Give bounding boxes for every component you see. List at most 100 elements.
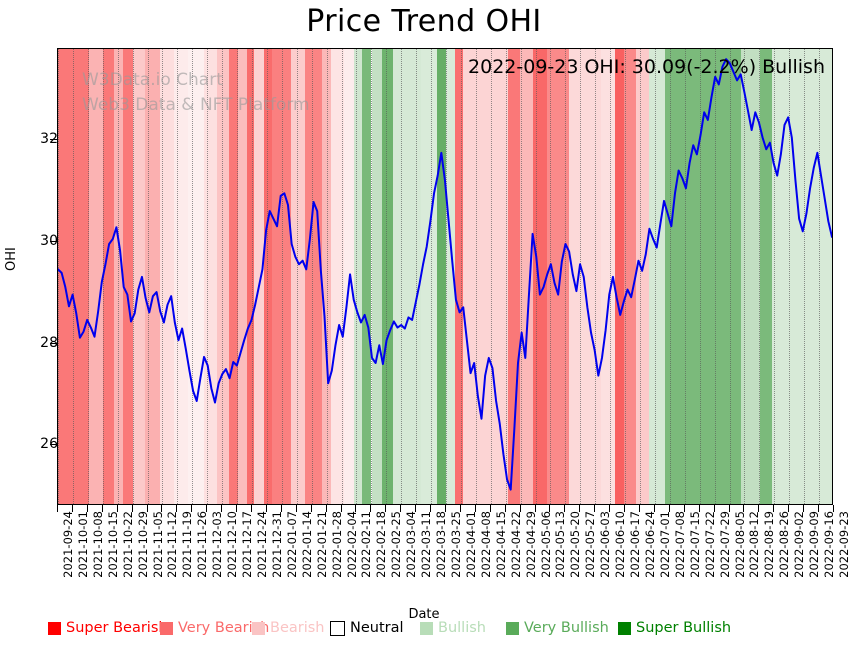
gridline bbox=[147, 49, 149, 504]
page-title: Price Trend OHI bbox=[306, 4, 542, 39]
x-tick-mark bbox=[534, 505, 536, 512]
legend-item[interactable]: Bullish bbox=[420, 620, 486, 636]
x-tick-mark bbox=[265, 505, 267, 512]
legend-item[interactable]: Super Bearish bbox=[48, 620, 168, 636]
sentiment-band bbox=[354, 49, 363, 504]
x-tick-mark bbox=[549, 505, 551, 512]
gridline bbox=[416, 49, 418, 504]
x-tick-label: 2021-11-19 bbox=[180, 511, 195, 578]
x-tick-mark bbox=[713, 505, 715, 512]
x-tick-label: 2022-09-23 bbox=[837, 511, 848, 578]
sentiment-band bbox=[421, 49, 437, 504]
gridline bbox=[87, 49, 89, 504]
legend-swatch-icon bbox=[48, 621, 61, 635]
sentiment-band bbox=[254, 49, 265, 504]
x-tick-label: 2021-10-08 bbox=[90, 511, 105, 578]
legend: Super Bearish Very Bearish Bearish Neutral B… bbox=[0, 620, 848, 642]
sentiment-band bbox=[446, 49, 456, 504]
x-tick-label: 2022-01-28 bbox=[329, 511, 344, 578]
x-tick-mark bbox=[116, 505, 118, 512]
sentiment-band bbox=[133, 49, 145, 504]
legend-swatch-icon bbox=[330, 620, 345, 636]
x-tick-label: 2022-05-13 bbox=[553, 511, 568, 578]
x-tick-label: 2022-06-03 bbox=[598, 511, 613, 578]
y-tick-mark bbox=[50, 342, 57, 344]
gridline bbox=[192, 49, 194, 504]
gridline bbox=[162, 49, 164, 504]
x-tick-mark bbox=[71, 505, 73, 512]
sentiment-band bbox=[371, 49, 383, 504]
x-tick-mark bbox=[773, 505, 775, 512]
x-tick-mark bbox=[445, 505, 446, 512]
x-tick-label: 2022-07-15 bbox=[687, 511, 702, 578]
sentiment-band bbox=[636, 49, 650, 504]
gridline bbox=[386, 49, 388, 504]
x-tick-mark bbox=[624, 505, 626, 512]
legend-item[interactable]: Neutral bbox=[330, 620, 404, 636]
x-tick-label: 2021-11-05 bbox=[150, 511, 165, 578]
x-tick-mark bbox=[758, 505, 760, 512]
gridline bbox=[222, 49, 224, 504]
x-tick-mark bbox=[236, 505, 238, 512]
x-tick-label: 2022-09-09 bbox=[807, 511, 822, 578]
x-tick-label: 2022-08-05 bbox=[732, 511, 747, 578]
gridlines bbox=[58, 49, 832, 504]
gridline bbox=[281, 49, 283, 504]
legend-swatch-icon bbox=[506, 621, 519, 635]
x-tick-label: 2021-11-12 bbox=[165, 511, 180, 578]
sentiment-band bbox=[290, 49, 305, 504]
x-tick-mark bbox=[295, 505, 297, 512]
x-tick-label: 2022-07-22 bbox=[702, 511, 717, 578]
sentiment-band bbox=[264, 49, 273, 504]
gridline bbox=[431, 49, 433, 504]
gridline bbox=[446, 49, 447, 504]
sentiment-band bbox=[520, 49, 533, 504]
y-tick-label: 28 bbox=[40, 334, 58, 351]
sentiment-band bbox=[272, 49, 291, 504]
x-tick-mark bbox=[340, 505, 342, 512]
y-tick-label: 30 bbox=[40, 232, 58, 249]
gridline bbox=[356, 49, 358, 504]
gridline bbox=[490, 49, 492, 504]
x-tick-mark bbox=[594, 505, 596, 512]
sentiment-band bbox=[89, 49, 103, 504]
gridline bbox=[117, 49, 119, 504]
gridline bbox=[58, 49, 59, 504]
legend-item[interactable]: Super Bullish bbox=[618, 620, 731, 636]
gridline bbox=[565, 49, 567, 504]
x-tick-mark bbox=[728, 505, 730, 512]
x-tick-mark bbox=[430, 505, 432, 512]
legend-swatch-icon bbox=[420, 621, 433, 635]
x-tick-label: 2022-03-25 bbox=[449, 511, 463, 578]
plot-area: W3Data.io Chart Web3 Data & NFT Platform … bbox=[57, 48, 833, 505]
gridline bbox=[640, 49, 641, 504]
sentiment-band bbox=[382, 49, 394, 504]
x-tick-mark bbox=[221, 505, 223, 512]
x-tick-label: 2021-12-03 bbox=[210, 511, 225, 578]
x-tick-mark bbox=[355, 505, 357, 512]
x-tick-mark bbox=[176, 505, 178, 512]
x-tick-mark bbox=[803, 505, 805, 512]
x-tick-mark bbox=[86, 505, 88, 512]
gridline bbox=[729, 49, 731, 504]
gridline bbox=[774, 49, 776, 504]
x-tick-label: 2022-07-08 bbox=[672, 511, 687, 578]
gridline bbox=[311, 49, 313, 504]
legend-item[interactable]: Very Bearish bbox=[160, 620, 269, 636]
x-tick-label: 2021-09-24 bbox=[61, 511, 75, 578]
gridline bbox=[132, 49, 134, 504]
x-tick-mark bbox=[683, 505, 685, 512]
legend-item[interactable]: Very Bullish bbox=[506, 620, 609, 636]
x-tick-mark bbox=[698, 505, 700, 512]
x-tick-label: 2022-02-18 bbox=[374, 511, 389, 578]
x-tick-label: 2022-06-24 bbox=[643, 511, 657, 578]
x-tick-label: 2022-06-10 bbox=[613, 511, 628, 578]
x-tick-label: 2022-02-04 bbox=[344, 511, 359, 578]
x-tick-mark bbox=[489, 505, 491, 512]
gridline bbox=[595, 49, 597, 504]
x-tick-mark bbox=[474, 505, 476, 512]
gridline bbox=[684, 49, 686, 504]
legend-item[interactable]: Bearish bbox=[252, 620, 325, 636]
x-tick-label: 2022-04-29 bbox=[523, 511, 538, 578]
x-tick-label: 2022-08-19 bbox=[762, 511, 777, 578]
